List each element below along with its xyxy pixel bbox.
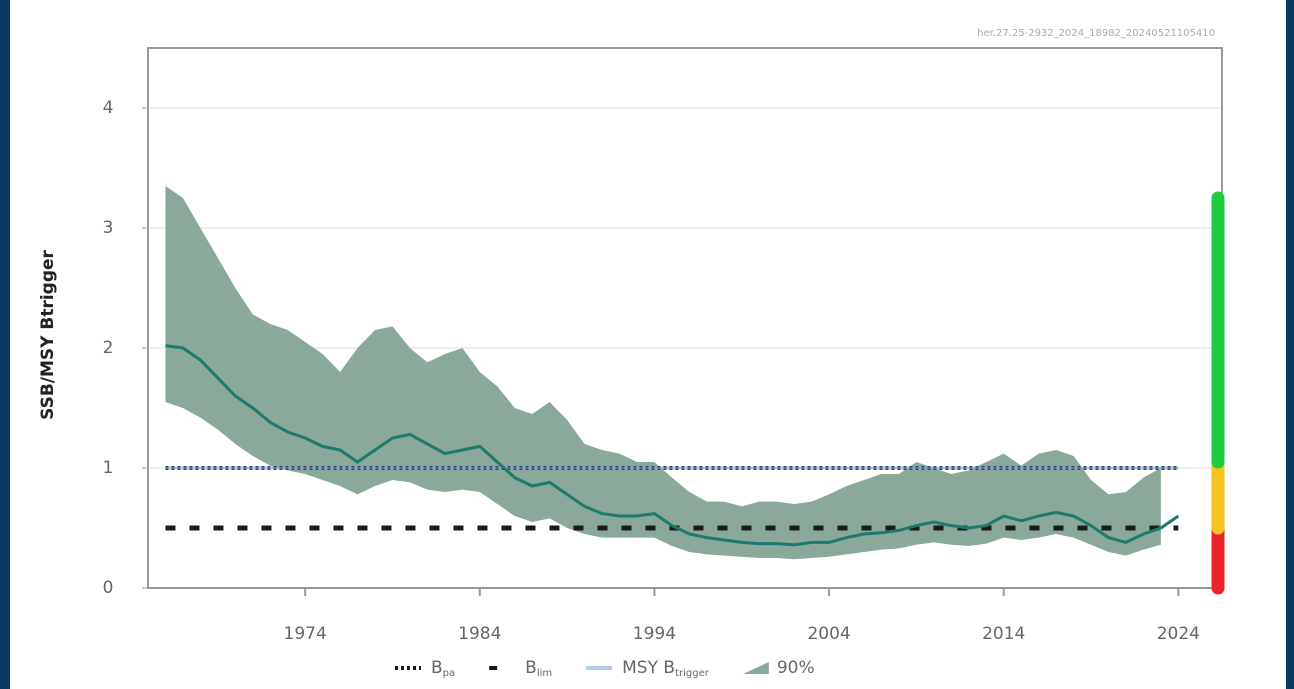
chart-subtitle: her.27.25-2932_2024_18982_20240521105410	[977, 28, 1215, 39]
legend-label-main: B	[431, 658, 443, 678]
legend-label-main: B	[525, 658, 537, 678]
legend-label: 90%	[777, 658, 815, 678]
x-tick-label: 2004	[807, 624, 850, 644]
legend-label: Blim	[525, 658, 552, 679]
y-tick-label: 0	[103, 578, 114, 598]
x-tick-label: 1984	[458, 624, 501, 644]
y-tick-label: 2	[103, 338, 114, 358]
y-axis-label: SSB/MSY Btrigger	[38, 249, 58, 419]
confidence-band	[165, 186, 1161, 560]
x-tick-label: 2014	[982, 624, 1025, 644]
x-tick-label: 1994	[633, 624, 676, 644]
legend-label: MSY Btrigger	[622, 658, 710, 679]
legend-label-sub: lim	[537, 668, 552, 679]
line	[165, 344, 1180, 547]
x-tick-label: 1974	[284, 624, 327, 644]
y-tick-label: 4	[103, 98, 114, 118]
x-tick-label: 2024	[1157, 624, 1200, 644]
legend-label-sub: pa	[443, 668, 455, 679]
y-tick-label: 1	[103, 458, 114, 478]
legend-swatch	[742, 662, 769, 674]
legend-label-sub: trigger	[675, 668, 710, 679]
legend-label-main: MSY B	[622, 658, 675, 678]
legend-label: Bpa	[431, 658, 455, 679]
y-tick-label: 3	[103, 218, 114, 238]
